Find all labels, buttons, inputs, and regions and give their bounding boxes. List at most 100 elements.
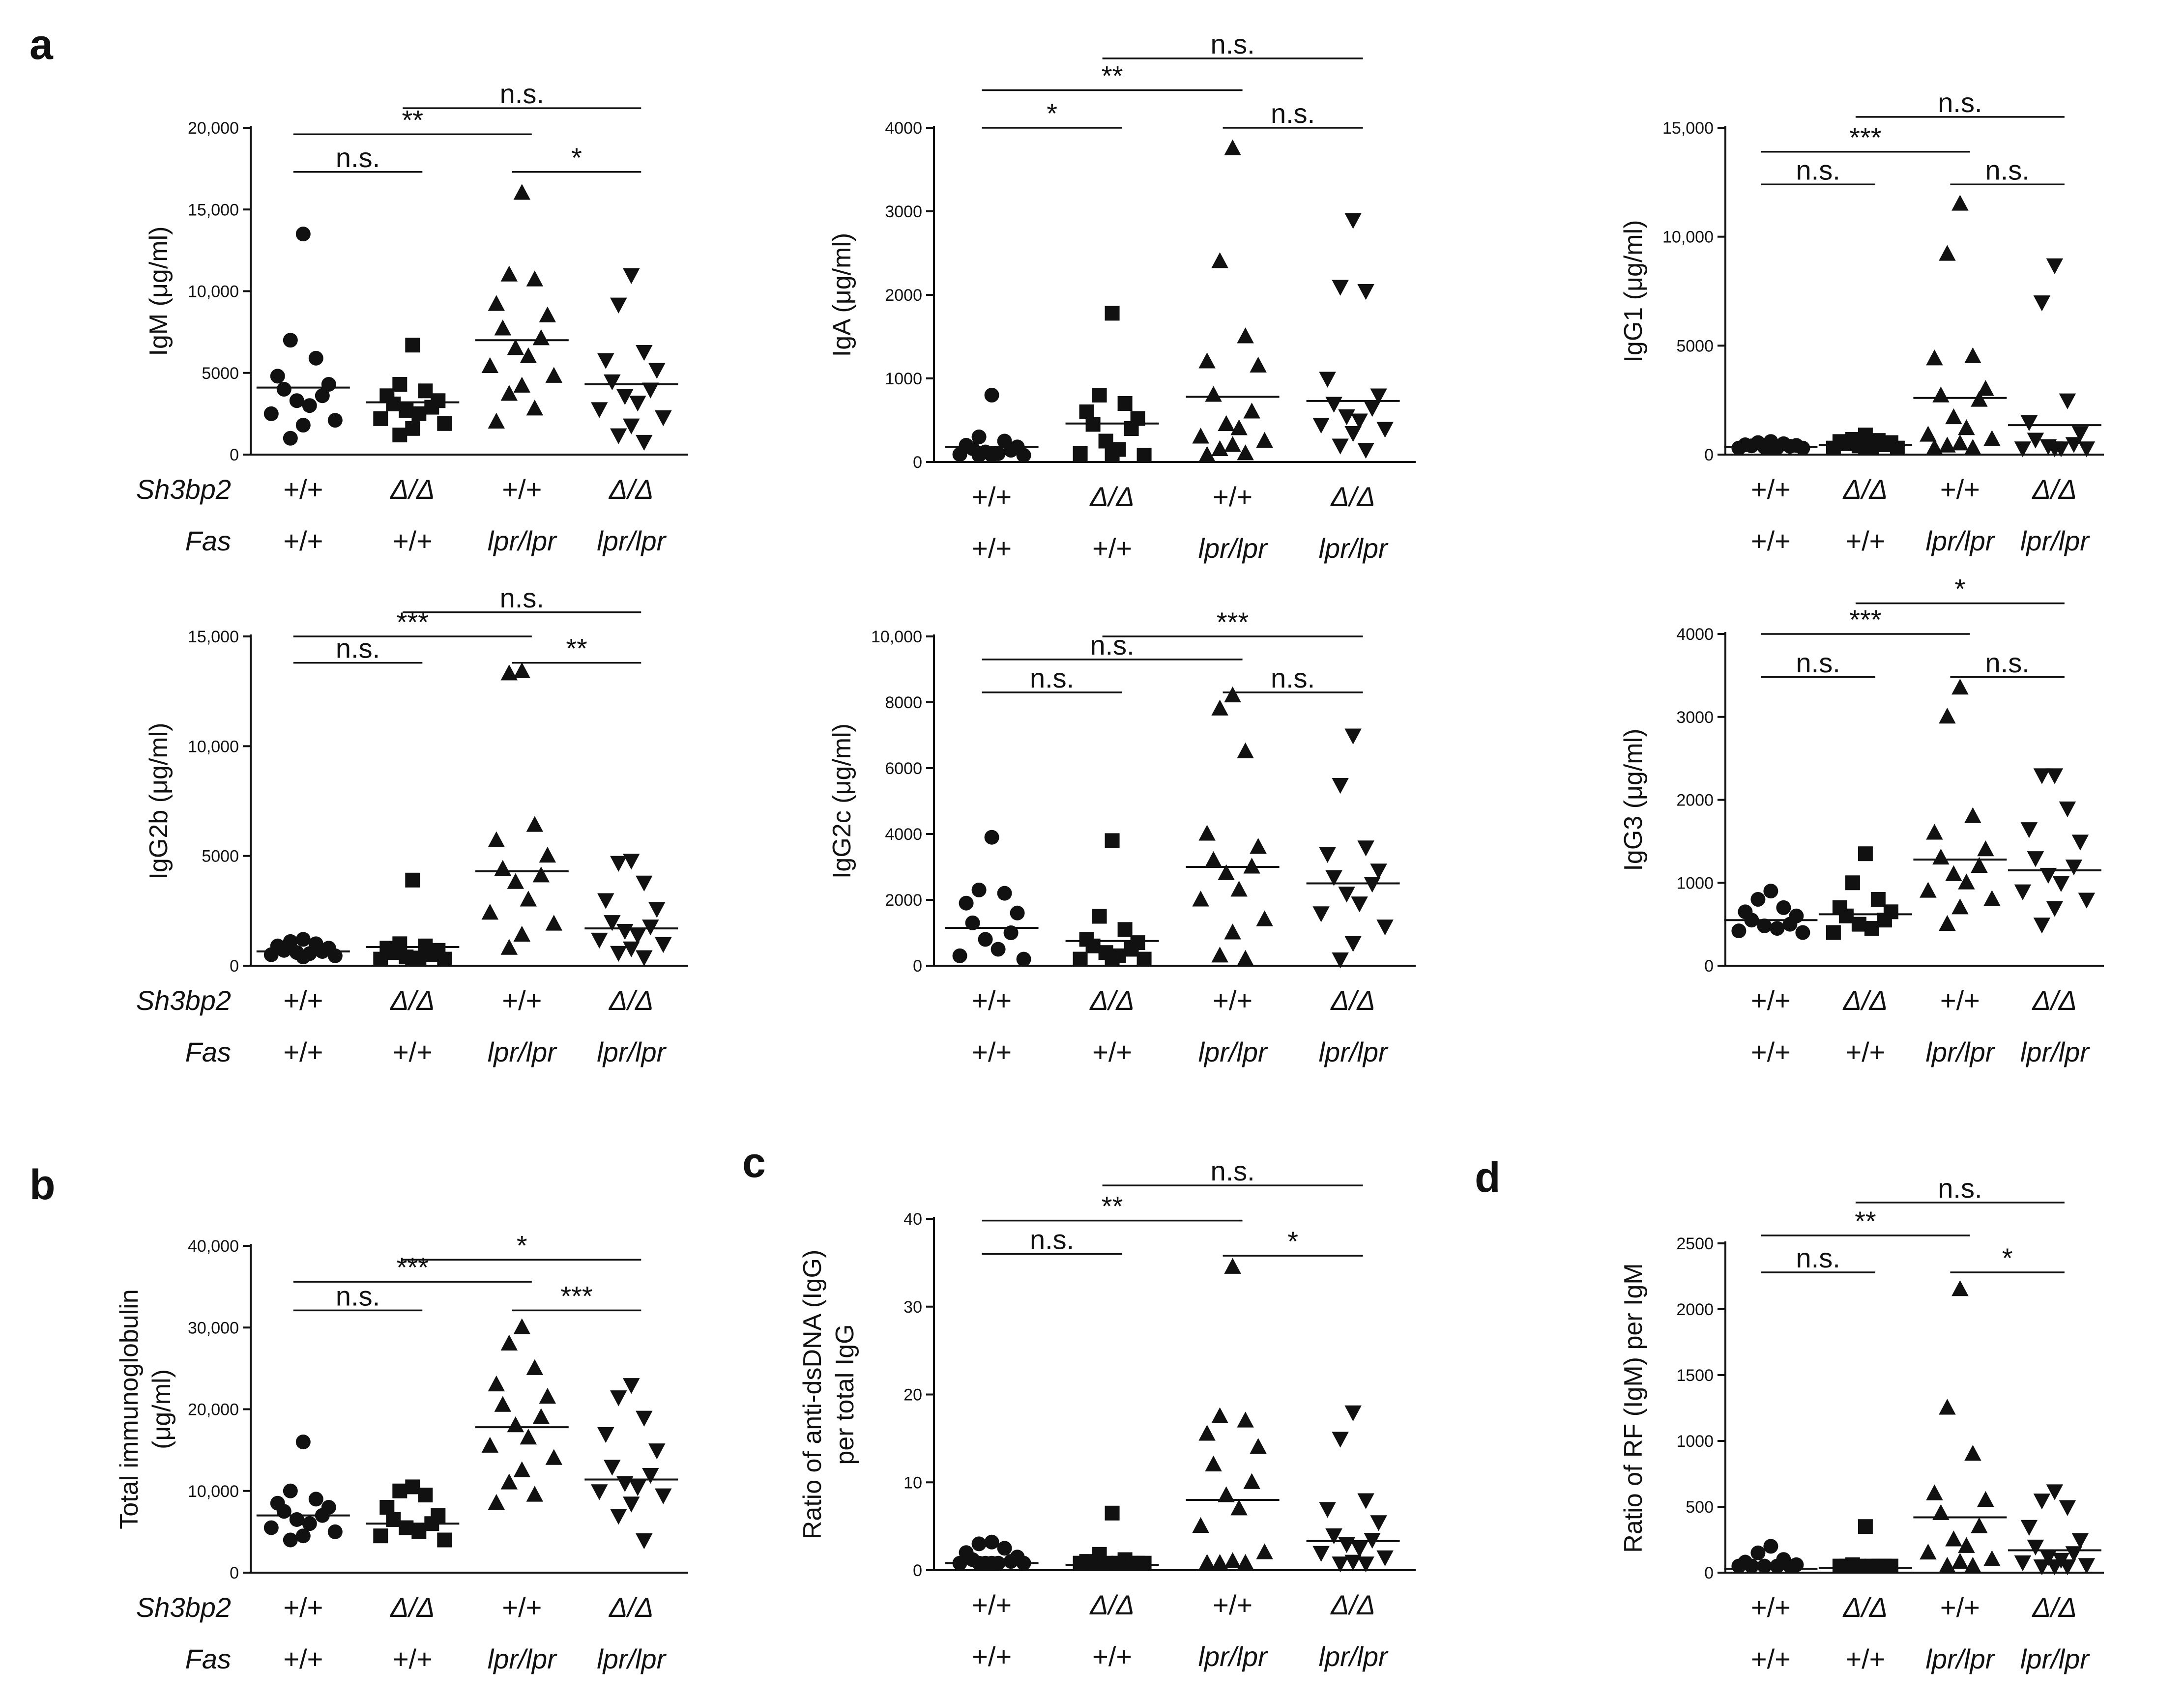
significance-label: ** [566, 633, 587, 664]
data-point [1951, 1280, 1969, 1296]
data-point [283, 333, 298, 348]
data-point [2033, 1494, 2051, 1510]
data-point [539, 846, 556, 863]
data-point [295, 932, 311, 947]
genotype-fas: lpr/lpr [2020, 1643, 2090, 1674]
data-point [1325, 870, 1342, 886]
data-point [1224, 686, 1241, 703]
data-point [302, 1516, 317, 1531]
data-point [295, 949, 311, 965]
y-tick-label: 4000 [1676, 625, 1714, 644]
data-point [1939, 1556, 1956, 1573]
data-point [545, 1449, 563, 1465]
y-tick-label: 2000 [885, 891, 922, 910]
data-point [2014, 441, 2032, 458]
data-point [373, 1528, 388, 1544]
data-point [1951, 434, 1969, 451]
data-point [263, 1520, 279, 1535]
data-point [2059, 1500, 2076, 1516]
data-point [2059, 1559, 2076, 1576]
y-axis-label: per total IgG [831, 1324, 859, 1465]
genotype-sh3bp2: +/+ [972, 1589, 1012, 1620]
genotype-sh3bp2: +/+ [972, 481, 1012, 512]
row-label-sh3bp2: Sh3bp2 [136, 474, 231, 505]
data-point [1332, 778, 1349, 794]
genotype-sh3bp2: +/+ [1751, 474, 1791, 505]
data-point [1105, 1505, 1120, 1521]
data-point [399, 1520, 414, 1535]
data-point [539, 1387, 556, 1404]
data-point [526, 1359, 544, 1375]
data-point [1877, 1558, 1892, 1574]
y-tick-label: 0 [1704, 957, 1714, 976]
data-point [1105, 951, 1120, 967]
y-axis-label: IgG1 (μg/ml) [1619, 220, 1648, 362]
data-point [1964, 1445, 1981, 1461]
data-point [1370, 1515, 1387, 1531]
genotype-fas: lpr/lpr [488, 1643, 557, 1674]
data-point [1744, 1558, 1759, 1574]
data-point [1205, 1455, 1222, 1471]
data-point [1003, 925, 1019, 940]
significance-label: *** [397, 1252, 429, 1283]
y-tick-label: 0 [230, 957, 239, 976]
data-point [1750, 892, 1766, 907]
significance-label: *** [560, 1280, 592, 1311]
genotype-sh3bp2: Δ/Δ [1089, 1589, 1135, 1620]
genotype-sh3bp2: +/+ [502, 985, 542, 1016]
data-point [1332, 1432, 1349, 1448]
significance-label: ** [1102, 60, 1123, 91]
genotype-fas: lpr/lpr [1198, 533, 1268, 564]
y-tick-label: 1000 [1676, 874, 1714, 892]
genotype-sh3bp2: +/+ [972, 985, 1012, 1016]
genotype-fas: +/+ [283, 1643, 323, 1674]
y-tick-label: 0 [913, 453, 922, 472]
row-label-fas: Fas [185, 1036, 231, 1067]
data-point [488, 1494, 505, 1510]
data-point [532, 329, 550, 345]
data-point [283, 431, 298, 446]
data-point [959, 895, 974, 911]
data-point [1003, 1554, 1019, 1569]
data-point [411, 1524, 427, 1539]
data-point [2039, 1550, 2057, 1566]
data-point [276, 1504, 291, 1519]
chart-igg2c: 0 2000 4000 6000 8000 10,000 IgG2c (μg/ml) n.s.… [828, 606, 1416, 1067]
data-point [1256, 1543, 1273, 1559]
data-point [302, 398, 317, 413]
data-point [1237, 949, 1254, 966]
data-point [965, 915, 980, 930]
data-point [1945, 408, 1962, 425]
y-tick-label: 10,000 [188, 737, 239, 756]
data-point [1983, 430, 2001, 446]
data-point [1224, 1552, 1241, 1568]
data-point [1117, 922, 1133, 937]
genotype-fas: +/+ [972, 1641, 1012, 1672]
data-point [1376, 920, 1394, 936]
data-point [636, 1533, 653, 1550]
data-point [591, 402, 608, 418]
data-point [405, 1479, 420, 1495]
genotype-fas: +/+ [283, 1036, 323, 1067]
data-point [295, 1435, 311, 1449]
data-point [526, 400, 544, 416]
data-point [2065, 437, 2083, 453]
genotype-sh3bp2: Δ/Δ [1842, 1592, 1888, 1623]
data-point [1939, 245, 1956, 261]
data-point [1136, 448, 1152, 463]
data-point [2046, 1484, 2064, 1500]
data-point [488, 1375, 505, 1392]
data-point [1092, 909, 1107, 924]
significance-label: n.s. [1796, 154, 1840, 185]
genotype-fas: lpr/lpr [1925, 1643, 1995, 1674]
data-point [1198, 825, 1216, 841]
data-point [1826, 440, 1841, 456]
significance-label: *** [397, 606, 429, 637]
genotype-fas: lpr/lpr [597, 1036, 667, 1067]
data-point [971, 1536, 987, 1552]
data-point [500, 939, 518, 955]
genotype-fas: lpr/lpr [488, 525, 557, 556]
genotype-sh3bp2: +/+ [1751, 985, 1791, 1016]
